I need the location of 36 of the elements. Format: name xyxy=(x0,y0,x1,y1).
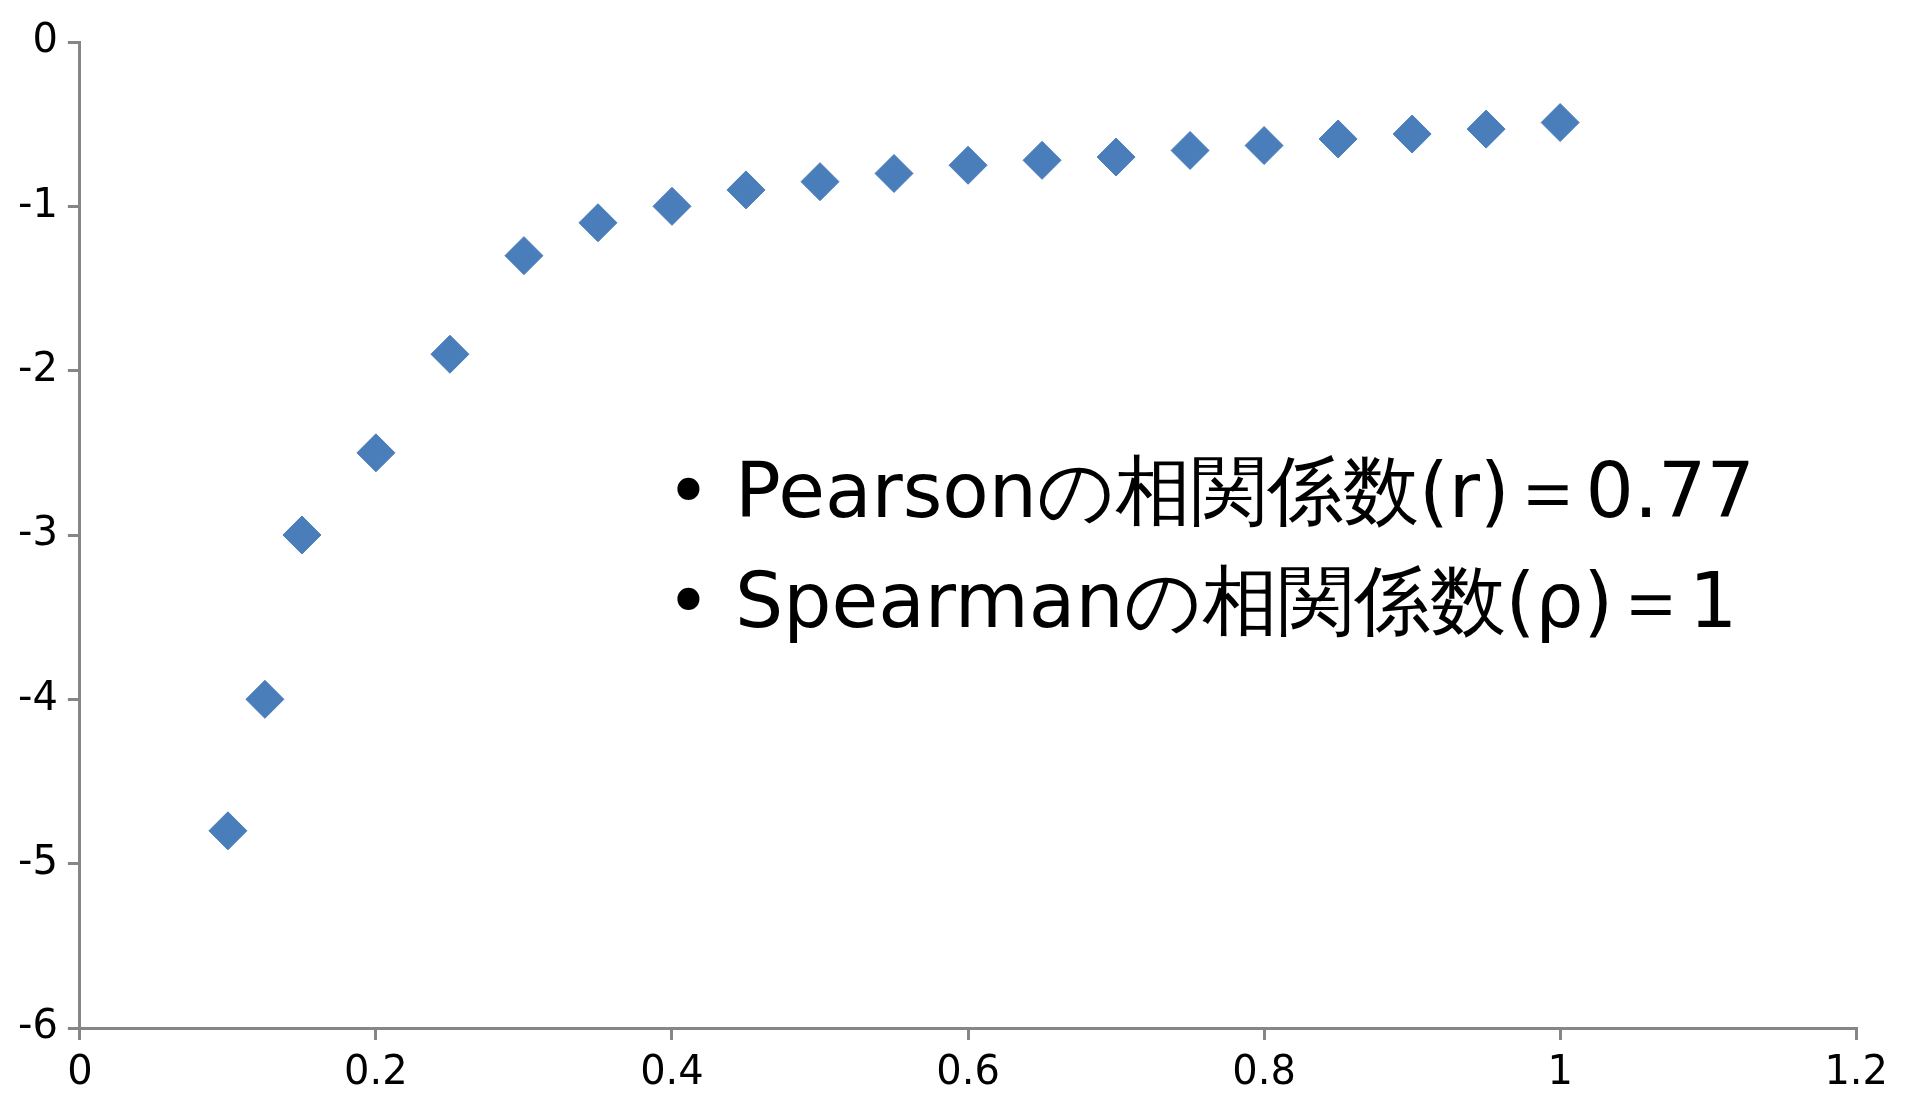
point xyxy=(1244,126,1284,166)
annotation: • Pearsonの相関係数(r)＝0.77 xyxy=(666,445,1755,535)
x-tick-label: 1.2 xyxy=(1824,1047,1889,1094)
y-tick-label: -4 xyxy=(17,672,58,719)
point xyxy=(430,334,470,374)
x-tick-label: 0.8 xyxy=(1232,1047,1296,1094)
point xyxy=(504,236,544,276)
point xyxy=(208,811,248,851)
point xyxy=(948,145,988,185)
point xyxy=(1022,140,1062,180)
point xyxy=(578,203,618,243)
point xyxy=(726,170,766,210)
x-tick-label: 0.2 xyxy=(344,1047,408,1094)
point xyxy=(1096,137,1136,177)
y-tick-label: -2 xyxy=(17,344,58,391)
point xyxy=(874,153,914,193)
point xyxy=(1318,119,1358,159)
point xyxy=(282,515,322,555)
point xyxy=(1392,114,1432,154)
x-tick-label: 0.4 xyxy=(640,1047,704,1094)
y-tick-label: 0 xyxy=(32,15,58,62)
point xyxy=(1466,109,1506,149)
point xyxy=(356,433,396,473)
y-tick-label: -1 xyxy=(17,179,58,226)
y-tick-label: -6 xyxy=(17,1001,58,1048)
point xyxy=(652,186,692,226)
x-tick-label: 0 xyxy=(67,1047,93,1094)
point xyxy=(1540,103,1580,143)
x-tick-label: 0.6 xyxy=(936,1047,1000,1094)
point xyxy=(1170,130,1210,170)
x-tick-label: 1 xyxy=(1547,1047,1573,1094)
y-tick-label: -3 xyxy=(17,508,58,555)
point xyxy=(800,162,840,202)
annotation: • Spearmanの相関係数(ρ)＝1 xyxy=(666,555,1738,645)
y-tick-label: -5 xyxy=(17,837,58,884)
point xyxy=(245,679,285,719)
